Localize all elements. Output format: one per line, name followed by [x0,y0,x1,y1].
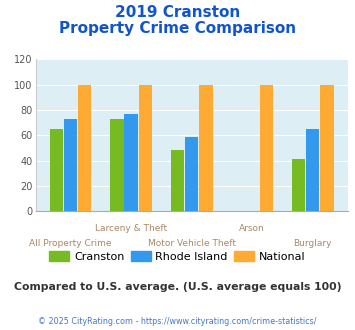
Bar [185,137,198,211]
Bar [171,150,184,211]
Bar [320,85,334,211]
Bar [50,129,63,211]
Bar [260,85,273,211]
Text: Property Crime Comparison: Property Crime Comparison [59,21,296,36]
Bar [139,85,152,211]
Text: Burglary: Burglary [294,239,332,248]
Text: Arson: Arson [239,224,265,233]
Text: Larceny & Theft: Larceny & Theft [95,224,167,233]
Bar [125,114,138,211]
Text: Compared to U.S. average. (U.S. average equals 100): Compared to U.S. average. (U.S. average … [14,282,341,292]
Bar [110,119,124,211]
Bar [306,129,320,211]
Text: © 2025 CityRating.com - https://www.cityrating.com/crime-statistics/: © 2025 CityRating.com - https://www.city… [38,317,317,326]
Legend: Cranston, Rhode Island, National: Cranston, Rhode Island, National [45,247,310,266]
Text: All Property Crime: All Property Crime [29,239,112,248]
Bar [292,159,305,211]
Text: Motor Vehicle Theft: Motor Vehicle Theft [148,239,236,248]
Bar [64,119,77,211]
Bar [78,85,92,211]
Text: 2019 Cranston: 2019 Cranston [115,5,240,20]
Bar [199,85,213,211]
